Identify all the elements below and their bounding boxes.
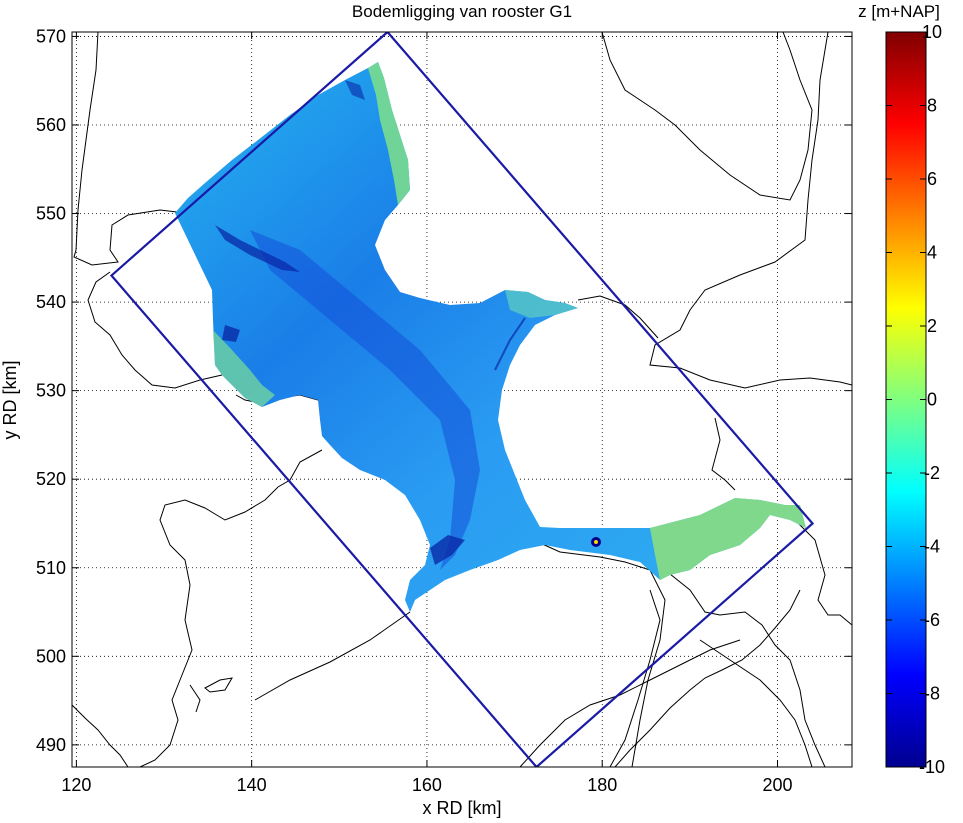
colorbar-tick-label: 8 <box>927 96 937 116</box>
tidal-flat <box>650 498 806 580</box>
coastline <box>649 32 852 389</box>
y-tick-label: 520 <box>36 469 66 489</box>
tidal-flat <box>505 290 578 318</box>
colorbar-label: z [m+NAP] <box>858 2 940 21</box>
x-tick-label: 180 <box>587 775 617 795</box>
y-tick-label: 500 <box>36 646 66 666</box>
y-tick-label: 570 <box>36 26 66 46</box>
coastline <box>72 704 129 767</box>
y-axis-ticks: 490 500 510 520 530 540 550 560 570 <box>36 26 852 755</box>
coastline <box>87 271 223 389</box>
coastline <box>139 449 323 767</box>
y-tick-label: 510 <box>36 558 66 578</box>
colorbar-tick-label: 6 <box>927 169 937 189</box>
colorbar-tick-label: -8 <box>924 684 940 704</box>
coastline <box>794 519 852 626</box>
coastline <box>609 589 661 767</box>
x-tick-label: 120 <box>61 775 91 795</box>
coastline <box>204 677 233 693</box>
bathymetry-water <box>175 62 806 612</box>
grid-boundary <box>109 32 815 767</box>
x-tick-label: 140 <box>237 775 267 795</box>
deep-channel <box>222 325 240 342</box>
colorbar: z [m+NAP] 10 8 6 4 2 0 -2 -4 -6 -8 -10 <box>858 2 945 777</box>
coastline <box>614 589 801 767</box>
colorbar-tick-label: 4 <box>927 243 937 263</box>
x-axis-ticks: 120 140 160 180 200 <box>61 32 793 795</box>
plot-area: 120 140 160 180 200 490 500 510 520 530 540 550 560… <box>0 26 853 818</box>
chart-title: Bodemligging van rooster G1 <box>352 2 572 21</box>
y-axis-label: y RD [km] <box>0 361 20 440</box>
coastline <box>711 417 736 491</box>
tidal-flat <box>213 330 275 407</box>
coastline <box>254 611 411 701</box>
coastlines <box>72 32 852 767</box>
y-tick-label: 540 <box>36 292 66 312</box>
colorbar-tick-label: -6 <box>924 610 940 630</box>
colorbar-tick-label: -10 <box>919 757 945 777</box>
colorbar-tick-label: 2 <box>927 316 937 336</box>
deep-channel <box>345 80 365 100</box>
y-tick-label: 550 <box>36 204 66 224</box>
x-tick-label: 160 <box>412 775 442 795</box>
x-tick-label: 200 <box>762 775 792 795</box>
deep-channel <box>430 535 465 565</box>
axes-frame <box>71 31 853 768</box>
y-tick-label: 490 <box>36 735 66 755</box>
colorbar-tick-label: -2 <box>924 463 940 483</box>
x-axis-label: x RD [km] <box>423 798 502 818</box>
tidal-flat <box>368 62 410 205</box>
y-tick-label: 560 <box>36 115 66 135</box>
bathymetry <box>175 62 806 612</box>
coastline <box>539 542 666 767</box>
deep-channel <box>494 317 526 371</box>
coastline <box>519 639 741 767</box>
gridlines <box>72 32 852 767</box>
colorbar-ticks: 10 8 6 4 2 0 -2 -4 -6 -8 -10 <box>886 22 945 777</box>
coastline <box>73 32 178 266</box>
deep-pit-rim <box>594 540 598 544</box>
deep-channel <box>215 225 300 272</box>
colorbar-tick-label: -4 <box>924 537 940 557</box>
coastline <box>699 639 813 767</box>
coastline <box>601 32 813 201</box>
y-tick-label: 530 <box>36 381 66 401</box>
colorbar-tick-label: 0 <box>927 390 937 410</box>
coastline <box>189 684 201 713</box>
colorbar-gradient <box>885 31 927 768</box>
colorbar-tick-label: 10 <box>922 22 942 42</box>
